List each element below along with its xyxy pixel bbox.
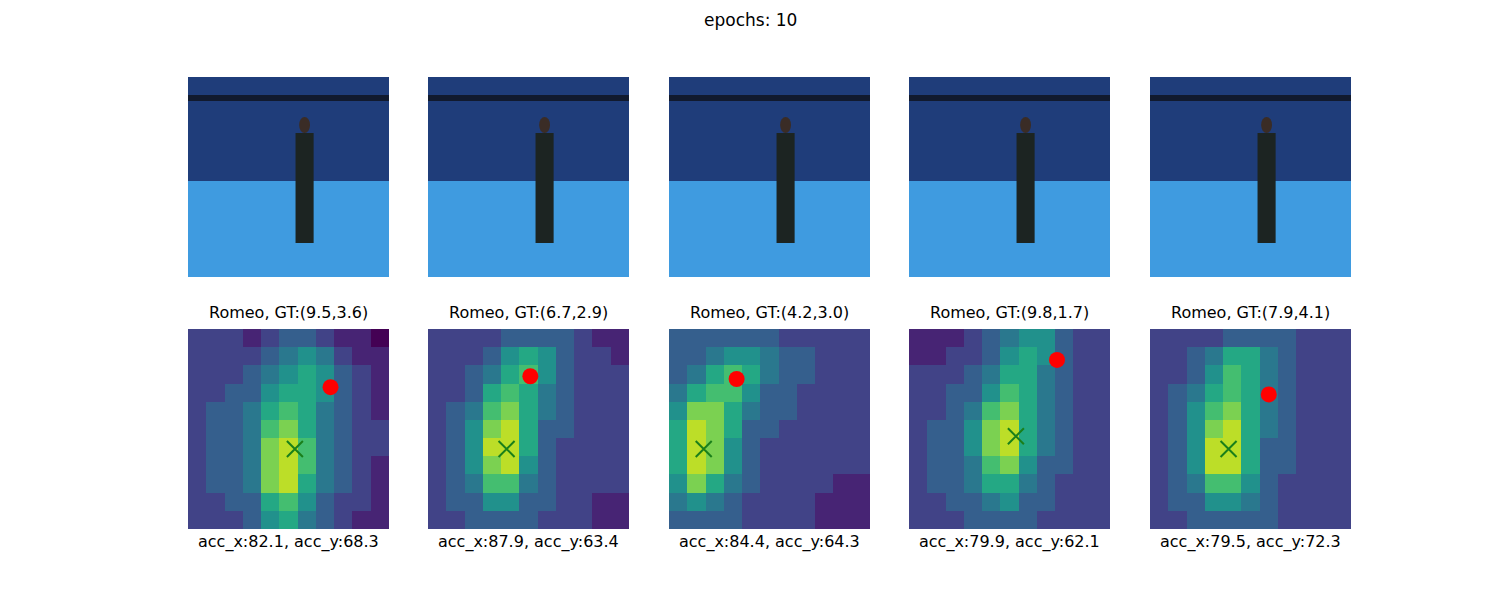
- svg-text:acc_x:84.4, acc_y:64.3: acc_x:84.4, acc_y:64.3: [679, 532, 860, 552]
- svg-text:acc_x:79.9, acc_y:62.1: acc_x:79.9, acc_y:62.1: [919, 532, 1100, 552]
- svg-text:Romeo, GT:(7.9,4.1): Romeo, GT:(7.9,4.1): [1171, 303, 1330, 322]
- svg-text:acc_x:82.1, acc_y:68.3: acc_x:82.1, acc_y:68.3: [198, 532, 379, 552]
- svg-text:acc_x:87.9, acc_y:63.4: acc_x:87.9, acc_y:63.4: [438, 532, 619, 552]
- svg-text:Romeo, GT:(6.7,2.9): Romeo, GT:(6.7,2.9): [449, 303, 608, 322]
- svg-text:acc_x:79.5, acc_y:72.3: acc_x:79.5, acc_y:72.3: [1160, 532, 1341, 552]
- svg-text:Romeo, GT:(9.5,3.6): Romeo, GT:(9.5,3.6): [209, 303, 368, 322]
- svg-text:Romeo, GT:(9.8,1.7): Romeo, GT:(9.8,1.7): [930, 303, 1089, 322]
- svg-text:Romeo, GT:(4.2,3.0): Romeo, GT:(4.2,3.0): [690, 303, 849, 322]
- svg-text:epochs: 10: epochs: 10: [704, 10, 797, 30]
